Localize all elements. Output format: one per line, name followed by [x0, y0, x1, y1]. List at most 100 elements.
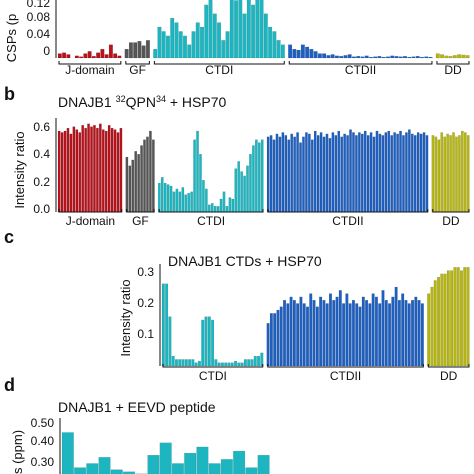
bar-ctdii-19: [368, 56, 373, 59]
domain-label-ctdi: CTDI: [199, 369, 227, 383]
bar-ctdi-31: [249, 153, 252, 213]
bar-ctdi-18: [220, 362, 224, 367]
bar-dd-4: [452, 55, 457, 59]
bar-ctdii-33: [374, 296, 378, 367]
bar-ctdii-14: [347, 54, 352, 59]
bar-gf-6: [143, 139, 146, 213]
bar-ctdii-8: [290, 133, 294, 213]
bar-ctdii-6: [284, 135, 288, 213]
bar-j-domain-21: [119, 127, 123, 213]
bar-j-domain-8: [91, 56, 96, 59]
bar-ctdi-19: [224, 362, 228, 367]
bar-ctdi-1: [160, 177, 164, 213]
panel-c-ytick-2: 0.2: [137, 296, 154, 310]
bar-ctdii-35: [381, 290, 385, 367]
bar-ctdi-23: [237, 362, 241, 367]
bar-ctdi-30: [280, 44, 285, 59]
bar-ctdi-12: [193, 139, 196, 213]
bar-ctdii-46: [402, 135, 405, 213]
bar-ctdi-29: [243, 175, 246, 213]
bar-ctdii-25: [348, 303, 352, 367]
panel-c-y-axis: 0.3 0.2 0.1 Intensity ratio: [118, 264, 161, 366]
bar-ctdii-51: [416, 132, 420, 213]
bar-dd-0: [431, 135, 435, 213]
bar-j-domain-4: [74, 55, 79, 59]
bar-ctdi-27: [250, 359, 254, 367]
bar-ctdii-35: [369, 132, 373, 213]
domain-bracket-j-domain: [58, 209, 123, 213]
bar-ctdi-27: [268, 26, 273, 59]
bar-gf-5: [145, 40, 150, 59]
bar-ctdi-13: [220, 459, 233, 474]
bar-j-domain-2: [66, 54, 71, 59]
bar-ctdii-7: [317, 53, 322, 59]
bar-ctdii-23: [385, 56, 390, 59]
bar-ctdi-3: [171, 355, 175, 367]
domain-bracket-ctdi: [162, 364, 264, 368]
domain-label-j-domain: J-domain: [65, 63, 114, 77]
bar-ctdii-20: [332, 300, 336, 367]
bar-dd-11: [463, 267, 467, 367]
bar-ctdi-15: [217, 22, 222, 59]
bar-dd-5: [446, 133, 449, 213]
bar-j-domain-10: [100, 48, 105, 59]
bar-ctdii-22: [381, 56, 386, 59]
bar-dd-2: [437, 139, 441, 213]
bar-ctdii-4: [278, 136, 282, 213]
panel-b-y-axis: 0.6 0.4 0.2 0.0 Intensity ratio: [12, 118, 57, 216]
bar-ctdi-7: [178, 191, 182, 213]
bar-gf-0: [124, 48, 129, 59]
bar-ctdi-11: [190, 191, 193, 213]
bar-ctdii-9: [326, 55, 331, 59]
bar-dd-6: [446, 270, 450, 367]
bar-ctdi-13: [208, 0, 213, 59]
bar-ctdii-42: [390, 135, 394, 213]
bar-ctdii-10: [296, 132, 299, 213]
bar-ctdi-23: [251, 4, 256, 59]
bar-ctdii-47: [405, 132, 408, 213]
bar-ctdii-5: [283, 300, 287, 367]
bar-ctdii-30: [415, 56, 420, 59]
bar-ctdii-29: [352, 132, 355, 213]
bar-ctdi-0: [61, 432, 74, 474]
bar-ctdii-25: [394, 56, 399, 59]
bar-ctdi-19: [234, 0, 239, 59]
bar-ctdi-21: [219, 198, 223, 213]
domain-bracket-gf: [126, 209, 155, 213]
bar-ctdi-24: [228, 197, 232, 213]
bar-ctdi-16: [214, 359, 218, 367]
bar-ctdi-21: [242, 13, 247, 59]
bar-ctdii-31: [420, 56, 425, 59]
bar-ctdii-2: [296, 49, 301, 59]
bar-dd-12: [466, 267, 470, 367]
bar-ctdii-24: [390, 55, 395, 59]
bar-ctdii-22: [338, 290, 342, 367]
bar-ctdi-17: [217, 362, 221, 367]
bar-ctdii-49: [410, 133, 414, 213]
bar-ctdi-28: [253, 355, 257, 367]
bar-ctdi-22: [234, 360, 238, 367]
domain-label-dd: DD: [442, 214, 460, 228]
bar-dd-11: [463, 132, 467, 213]
panel-b-ytick-2: 0.4: [33, 147, 50, 161]
bar-ctdii-37: [388, 303, 392, 367]
panel-c-y-label: Intensity ratio: [118, 279, 133, 356]
bar-j-domain-7: [78, 132, 82, 213]
bar-j-domain-13: [96, 127, 99, 213]
bar-gf-0: [125, 156, 129, 213]
bar-ctdi-11: [196, 446, 209, 474]
bar-gf-3: [137, 41, 142, 59]
bar-ctdi-28: [240, 171, 243, 213]
bar-j-domain-2: [63, 130, 67, 213]
bar-ctdii-27: [355, 303, 359, 367]
panel-a-y-label: CSPs (p: [4, 14, 19, 62]
bar-ctdi-10: [195, 22, 200, 59]
bar-j-domain-11: [104, 54, 109, 59]
bar-dd-7: [465, 55, 470, 59]
bar-ctdii-41: [401, 293, 405, 367]
bar-ctdii-11: [334, 55, 339, 59]
bar-j-domain-0: [57, 53, 62, 59]
bar-ctdi-4: [169, 185, 173, 213]
bar-ctdii-17: [360, 56, 365, 59]
bar-j-domain-10: [87, 123, 90, 213]
